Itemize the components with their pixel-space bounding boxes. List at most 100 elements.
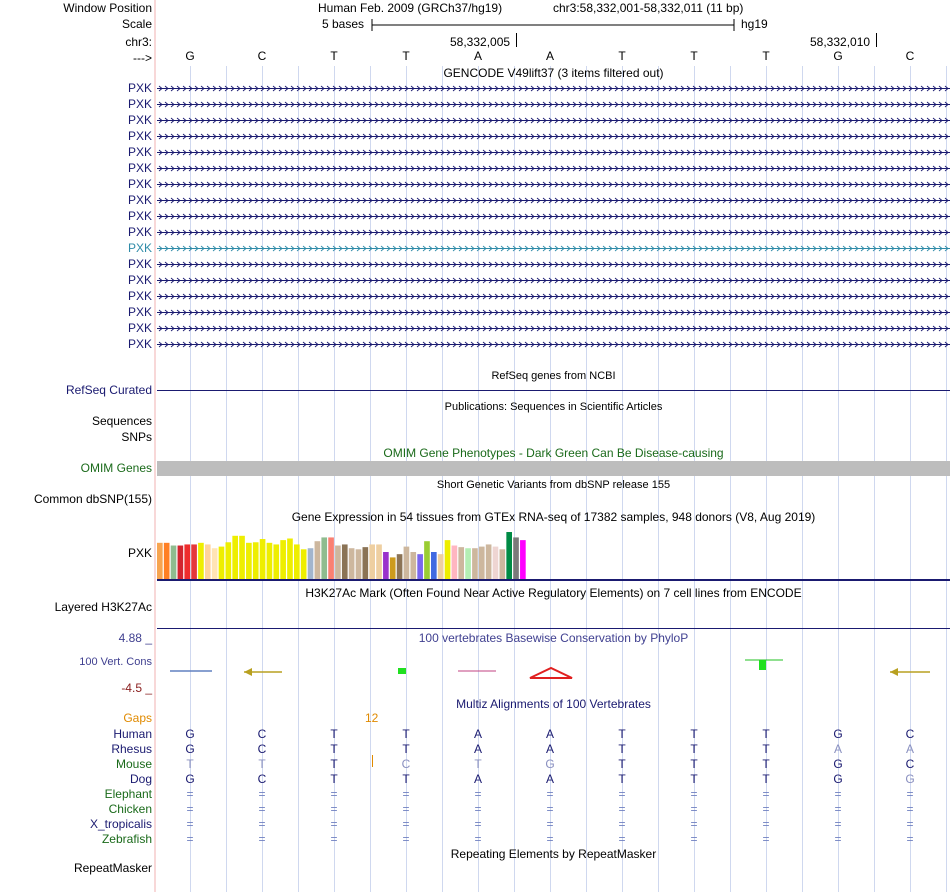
gencode-item-label[interactable]: PXK: [127, 145, 152, 159]
multiz-base: =: [690, 832, 698, 846]
label-refseq[interactable]: RefSeq Curated: [65, 383, 152, 397]
multiz-base: G: [833, 757, 843, 771]
repeat-track-title[interactable]: Repeating Elements by RepeatMasker: [450, 847, 657, 861]
position-readout[interactable]: chr3:58,332,001-58,332,011 (11 bp): [553, 1, 744, 15]
gencode-item-label[interactable]: PXK: [127, 321, 152, 335]
gencode-strand-arrows: [158, 117, 949, 124]
multiz-species-label[interactable]: Mouse: [115, 757, 152, 771]
multiz-base: =: [474, 832, 482, 846]
gencode-item-label[interactable]: PXK: [127, 209, 152, 223]
multiz-species-label[interactable]: Elephant: [104, 787, 152, 801]
multiz-base: A: [545, 772, 554, 786]
multiz-base: T: [618, 772, 626, 786]
gtex-tissue-bar: [246, 542, 252, 579]
gtex-tissue-bar: [191, 544, 197, 579]
gtex-tissue-bar: [513, 537, 519, 579]
refseq-gene-line[interactable]: [157, 390, 950, 391]
gtex-tissue-bar: [506, 532, 512, 579]
gtex-track-title[interactable]: Gene Expression in 54 tissues from GTEx …: [291, 510, 816, 524]
gencode-item-label[interactable]: PXK: [127, 193, 152, 207]
cons-mark: [244, 668, 252, 676]
gencode-item-label[interactable]: PXK: [127, 257, 152, 271]
multiz-track-title[interactable]: Multiz Alignments of 100 Vertebrates: [456, 697, 651, 711]
multiz-base: =: [690, 802, 698, 816]
label-chr: chr3:: [125, 35, 152, 49]
multiz-species-label[interactable]: Dog: [129, 772, 152, 786]
gencode-item-label[interactable]: PXK: [127, 129, 152, 143]
gencode-item-label[interactable]: PXK: [127, 81, 152, 95]
gtex-tissue-bar: [444, 540, 451, 579]
multiz-base: T: [690, 757, 698, 771]
label-repeatmasker[interactable]: RepeatMasker: [73, 861, 152, 875]
multiz-base: T: [330, 727, 338, 741]
label-common-dbsnp[interactable]: Common dbSNP(155): [33, 492, 152, 506]
gtex-tissue-bar: [204, 544, 211, 579]
gencode-item-label[interactable]: PXK: [127, 337, 152, 351]
multiz-base: C: [257, 772, 267, 786]
gencode-track-title[interactable]: GENCODE V49lift37 (3 items filtered out): [443, 66, 664, 80]
label-h3k27ac[interactable]: Layered H3K27Ac: [54, 600, 152, 614]
multiz-species-label[interactable]: Human: [113, 727, 152, 741]
label-gaps[interactable]: Gaps: [123, 711, 152, 725]
multiz-base: =: [762, 787, 770, 801]
multiz-species-label[interactable]: Chicken: [108, 802, 152, 816]
multiz-base: =: [330, 787, 338, 801]
refseq-track-title[interactable]: RefSeq genes from NCBI: [491, 370, 616, 382]
multiz-base: C: [257, 742, 267, 756]
gencode-item-label[interactable]: PXK: [127, 305, 152, 319]
multiz-species-label[interactable]: Zebrafish: [101, 832, 152, 846]
multiz-base: T: [186, 757, 194, 771]
label-omim[interactable]: OMIM Genes: [80, 461, 152, 475]
gencode-item-label[interactable]: PXK: [127, 177, 152, 191]
multiz-base: =: [906, 832, 914, 846]
h3k27ac-track-title[interactable]: H3K27Ac Mark (Often Found Near Active Re…: [305, 586, 802, 600]
gap-count: 12: [365, 711, 379, 725]
multiz-base: =: [834, 802, 842, 816]
gtex-tissue-bar: [383, 552, 389, 579]
gencode-strand-arrows: [158, 133, 949, 140]
multiz-base: =: [834, 832, 842, 846]
gencode-item-label[interactable]: PXK: [127, 113, 152, 127]
cons-mark: [529, 666, 573, 679]
omim-track-title[interactable]: OMIM Gene Phenotypes - Dark Green Can Be…: [383, 446, 724, 460]
multiz-base: G: [833, 727, 843, 741]
gencode-strand-arrows: [158, 181, 949, 188]
multiz-base: C: [401, 757, 411, 771]
multiz-species-label[interactable]: Rhesus: [111, 742, 152, 756]
gencode-item-label[interactable]: PXK: [127, 241, 152, 255]
gencode-item-label[interactable]: PXK: [127, 225, 152, 239]
gencode-item-label[interactable]: PXK: [127, 97, 152, 111]
gencode-strand-arrows: [158, 85, 949, 92]
gencode-item-label[interactable]: PXK: [127, 289, 152, 303]
label-sequences[interactable]: Sequences: [91, 414, 152, 428]
dbsnp-track-title[interactable]: Short Genetic Variants from dbSNP releas…: [436, 479, 671, 491]
multiz-base: =: [618, 832, 626, 846]
gencode-item-label[interactable]: PXK: [127, 161, 152, 175]
gtex-tissue-bar: [451, 545, 458, 579]
multiz-base: =: [258, 802, 266, 816]
gtex-tissue-bar: [232, 535, 238, 579]
dna-base: C: [905, 49, 915, 63]
gencode-strand-arrows: [158, 261, 949, 268]
gencode-item-label[interactable]: PXK: [127, 273, 152, 287]
multiz-base: T: [690, 772, 698, 786]
multiz-base: =: [330, 832, 338, 846]
gtex-baseline: [157, 579, 950, 581]
label-gtex-gene[interactable]: PXK: [127, 546, 152, 560]
multiz-base: =: [906, 817, 914, 831]
publications-track-title[interactable]: Publications: Sequences in Scientific Ar…: [444, 401, 663, 413]
omim-gene-bar[interactable]: [157, 461, 950, 476]
cons-track-title[interactable]: 100 vertebrates Basewise Conservation by…: [418, 631, 689, 645]
cons-mark: [890, 668, 898, 676]
gtex-tissue-bar: [499, 549, 506, 579]
dna-base: G: [185, 49, 195, 63]
multiz-species-label[interactable]: X_tropicalis: [89, 817, 152, 831]
multiz-base: =: [258, 817, 266, 831]
multiz-base: C: [905, 727, 915, 741]
multiz-base: T: [762, 727, 770, 741]
multiz-base: T: [690, 742, 698, 756]
multiz-base: G: [185, 742, 195, 756]
gtex-tissue-bar: [307, 548, 314, 579]
label-cons[interactable]: 100 Vert. Cons: [79, 656, 152, 668]
label-snps[interactable]: SNPs: [121, 430, 152, 444]
